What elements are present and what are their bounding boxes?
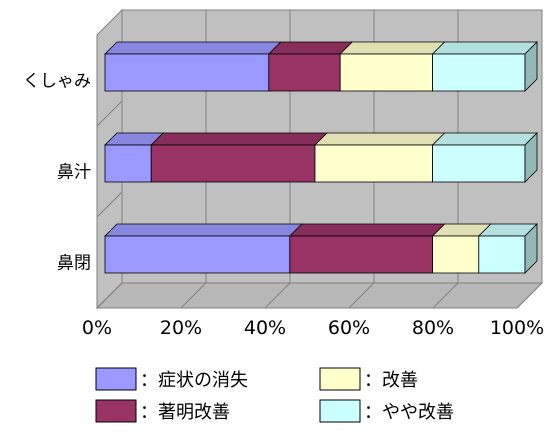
floor-gridline <box>264 282 291 309</box>
bar-top-face <box>104 223 303 237</box>
bar-segment <box>432 235 480 274</box>
bar-top-face <box>288 223 446 237</box>
bar-top-face <box>339 41 446 55</box>
bar-side-face <box>524 41 538 92</box>
bar-segment <box>432 144 526 183</box>
category-label: 鼻汁 <box>57 163 91 183</box>
legend-item: ：やや改善 <box>319 399 454 423</box>
x-tick-label: 20% <box>160 317 202 339</box>
legend-label: ：やや改善 <box>364 402 454 423</box>
category-label: 鼻閉 <box>57 254 91 274</box>
bar-row <box>104 41 538 92</box>
legend-item: ：症状の消失 <box>95 367 248 391</box>
floor-gridline <box>96 282 123 309</box>
legend-swatch <box>95 399 137 423</box>
bar-segment <box>478 235 526 274</box>
bar-segment <box>104 53 270 92</box>
bar-segment <box>268 53 341 92</box>
x-tick-label: 100% <box>490 317 544 339</box>
bar-row <box>104 223 538 274</box>
category-label: くしゃみ <box>23 72 91 92</box>
legend-separator: ： <box>140 370 158 391</box>
x-tick-label: 60% <box>328 317 370 339</box>
legend-separator: ： <box>364 402 382 423</box>
legend-separator: ： <box>140 402 158 423</box>
bar-top-face <box>431 132 538 146</box>
bar-top-face <box>314 132 446 146</box>
bar-segment <box>314 144 433 183</box>
bar-side-face <box>524 132 538 183</box>
floor-gridline <box>516 282 543 309</box>
bar-segment <box>150 144 316 183</box>
legend-swatch <box>95 367 137 391</box>
bar-segment <box>339 53 434 92</box>
bar-segment <box>104 144 152 183</box>
legend-item: ：改善 <box>319 367 418 391</box>
legend-separator: ： <box>364 370 382 391</box>
bar-segment <box>104 235 291 274</box>
bar-row <box>104 132 538 183</box>
x-tick-label: 0% <box>82 317 112 339</box>
legend-series-name: 著明改善 <box>158 402 230 423</box>
legend-series-name: 症状の消失 <box>158 370 248 391</box>
legend-series-name: 改善 <box>382 370 418 391</box>
legend-series-name: やや改善 <box>382 402 454 423</box>
floor-gridline <box>180 282 207 309</box>
bar-segment <box>289 235 433 274</box>
bar-top-face <box>267 41 354 55</box>
bar-top-face <box>150 132 328 146</box>
legend-item: ：著明改善 <box>95 399 230 423</box>
bar-side-face <box>524 223 538 274</box>
x-tick-label: 80% <box>412 317 454 339</box>
category-separator <box>96 100 123 127</box>
floor-gridline <box>432 282 459 309</box>
bar-segment <box>432 53 526 92</box>
bar-top-face <box>104 41 282 55</box>
legend-swatch <box>319 399 361 423</box>
legend-label: ：著明改善 <box>140 402 230 423</box>
floor <box>95 282 544 309</box>
legend-label: ：改善 <box>364 370 418 391</box>
category-separator <box>96 191 123 218</box>
x-tick-label: 40% <box>244 317 286 339</box>
floor-gridline <box>348 282 375 309</box>
legend-swatch <box>319 367 361 391</box>
bar-top-face <box>431 41 538 55</box>
legend-label: ：症状の消失 <box>140 370 248 391</box>
